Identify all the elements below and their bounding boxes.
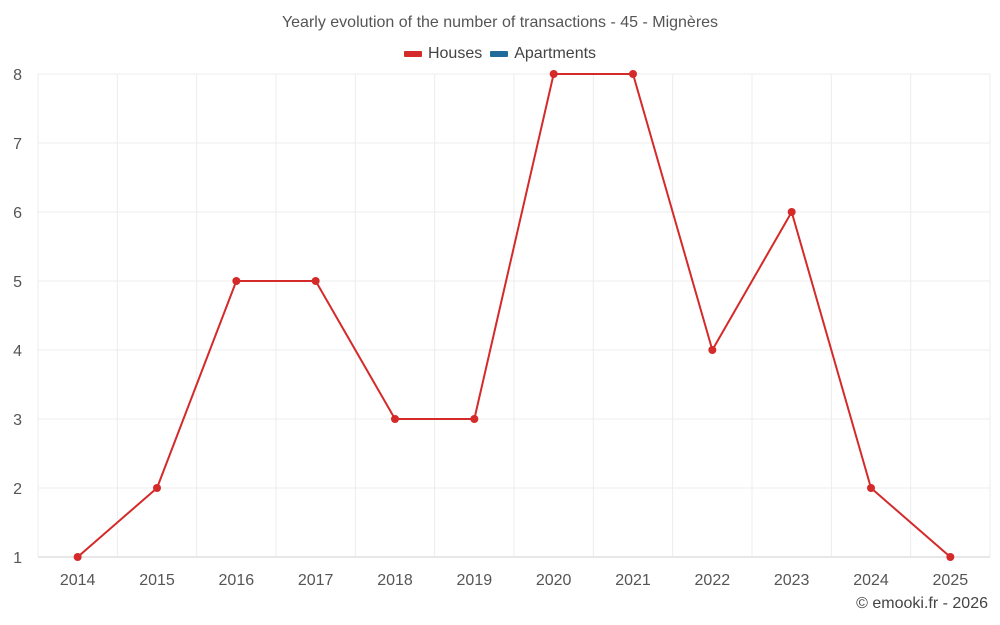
x-tick-label: 2020 (536, 572, 572, 589)
y-tick-label: 2 (13, 481, 22, 498)
x-tick-label: 2025 (933, 572, 969, 589)
data-point (311, 277, 320, 285)
y-tick-label: 6 (13, 205, 22, 222)
x-tick-label: 2017 (298, 572, 334, 589)
x-tick-label: 2023 (774, 572, 810, 589)
data-point (391, 415, 399, 423)
data-point (470, 415, 479, 423)
data-point (629, 70, 637, 78)
data-point (232, 277, 241, 285)
legend-label-apartments: Apartments (514, 45, 597, 62)
x-tick-label: 2016 (219, 572, 255, 589)
y-tick-label: 7 (13, 136, 22, 153)
x-tick-label: 2019 (457, 572, 493, 589)
data-point (708, 346, 717, 354)
y-tick-label: 5 (13, 274, 22, 291)
y-tick-label: 4 (13, 343, 22, 360)
x-tick-label: 2021 (615, 572, 651, 589)
legend-swatch-houses (403, 51, 422, 57)
data-point (549, 70, 558, 78)
x-tick-label: 2014 (60, 572, 96, 589)
x-tick-label: 2015 (139, 572, 175, 589)
x-tick-label: 2018 (377, 572, 413, 589)
series-line-houses (77, 73, 951, 558)
chart-title: Yearly evolution of the number of transa… (281, 14, 719, 31)
x-tick-label: 2022 (695, 572, 731, 589)
y-tick-label: 3 (13, 412, 22, 429)
legend-label-houses: Houses (427, 45, 483, 62)
y-tick-label: 1 (13, 550, 22, 567)
data-point (946, 553, 955, 561)
legend-swatch-apartments (490, 51, 509, 57)
y-tick-label: 8 (13, 67, 22, 84)
data-point (867, 484, 875, 492)
x-tick-label: 2024 (853, 572, 889, 589)
data-point (153, 484, 161, 492)
legend-item-apartments[interactable]: Apartments (490, 45, 596, 63)
chart-legend: Houses Apartments (0, 45, 1000, 63)
legend-item-houses[interactable]: Houses (403, 45, 483, 63)
credit-text: © emooki.fr - 2026 (856, 595, 988, 612)
data-point (787, 208, 796, 216)
data-point (73, 553, 82, 561)
